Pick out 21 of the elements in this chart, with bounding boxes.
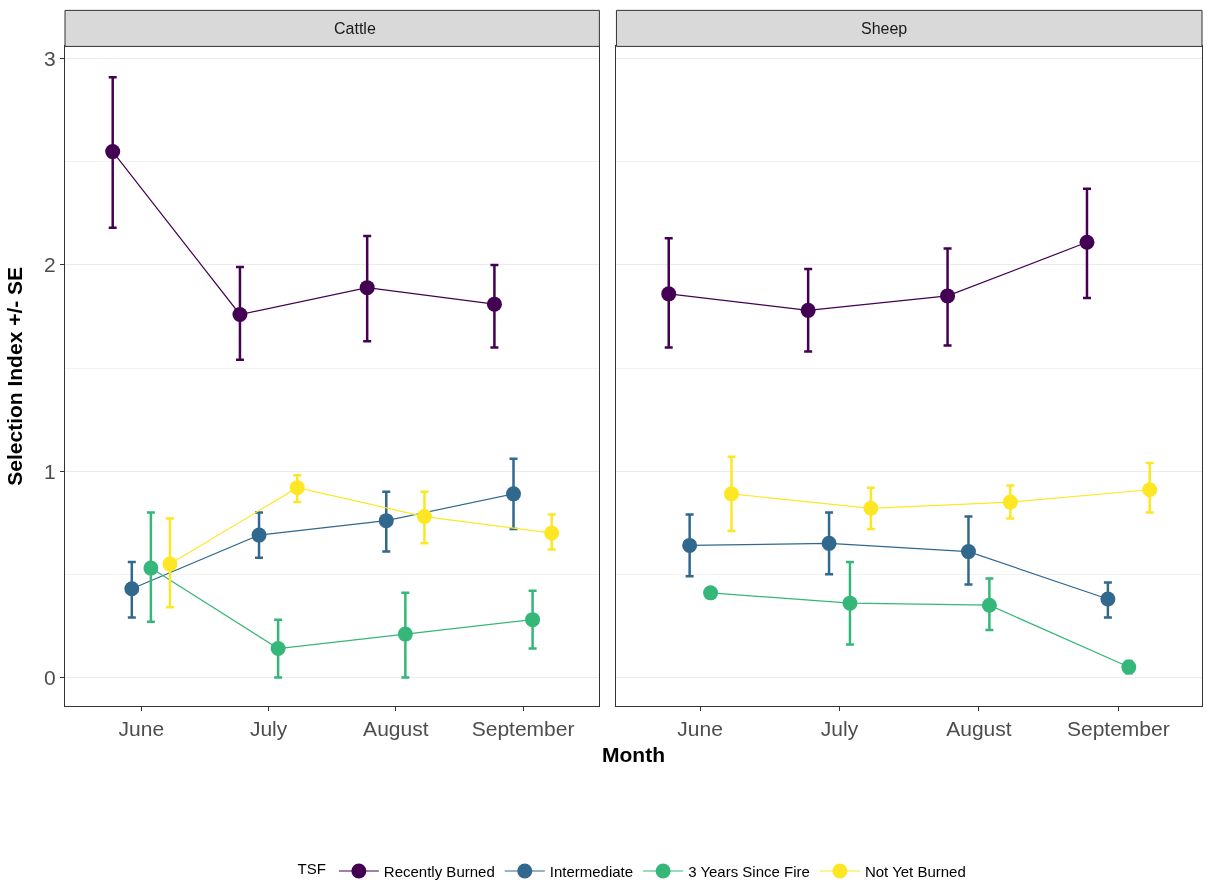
- x-tick-label: July: [249, 717, 288, 741]
- chart-title: Cattle: [334, 20, 376, 37]
- y-tick-label: 2: [44, 253, 56, 277]
- y-tick-label: 0: [44, 665, 56, 689]
- x-tick-label: September: [1066, 717, 1170, 741]
- legend-title: TSF: [297, 860, 326, 878]
- x-tick-label: June: [677, 717, 723, 741]
- legend-label: Recently Burned: [383, 862, 495, 880]
- x-axis-title: Month: [602, 743, 665, 766]
- chart-title: Sheep: [861, 20, 908, 37]
- x-tick-label: August: [363, 717, 429, 741]
- y-tick-label: 1: [44, 459, 56, 483]
- x-tick-label: June: [118, 717, 165, 741]
- x-tick-label: July: [820, 717, 859, 741]
- y-axis-title: Selection Index +/- SE: [3, 266, 27, 486]
- x-tick-label: August: [946, 717, 1012, 741]
- legend-label: Not Yet Burned: [864, 862, 966, 880]
- y-tick-label: 3: [44, 47, 56, 71]
- legend-label: 3 Years Since Fire: [688, 862, 810, 880]
- legend-label: Intermediate: [549, 862, 634, 880]
- x-tick-label: September: [471, 717, 575, 741]
